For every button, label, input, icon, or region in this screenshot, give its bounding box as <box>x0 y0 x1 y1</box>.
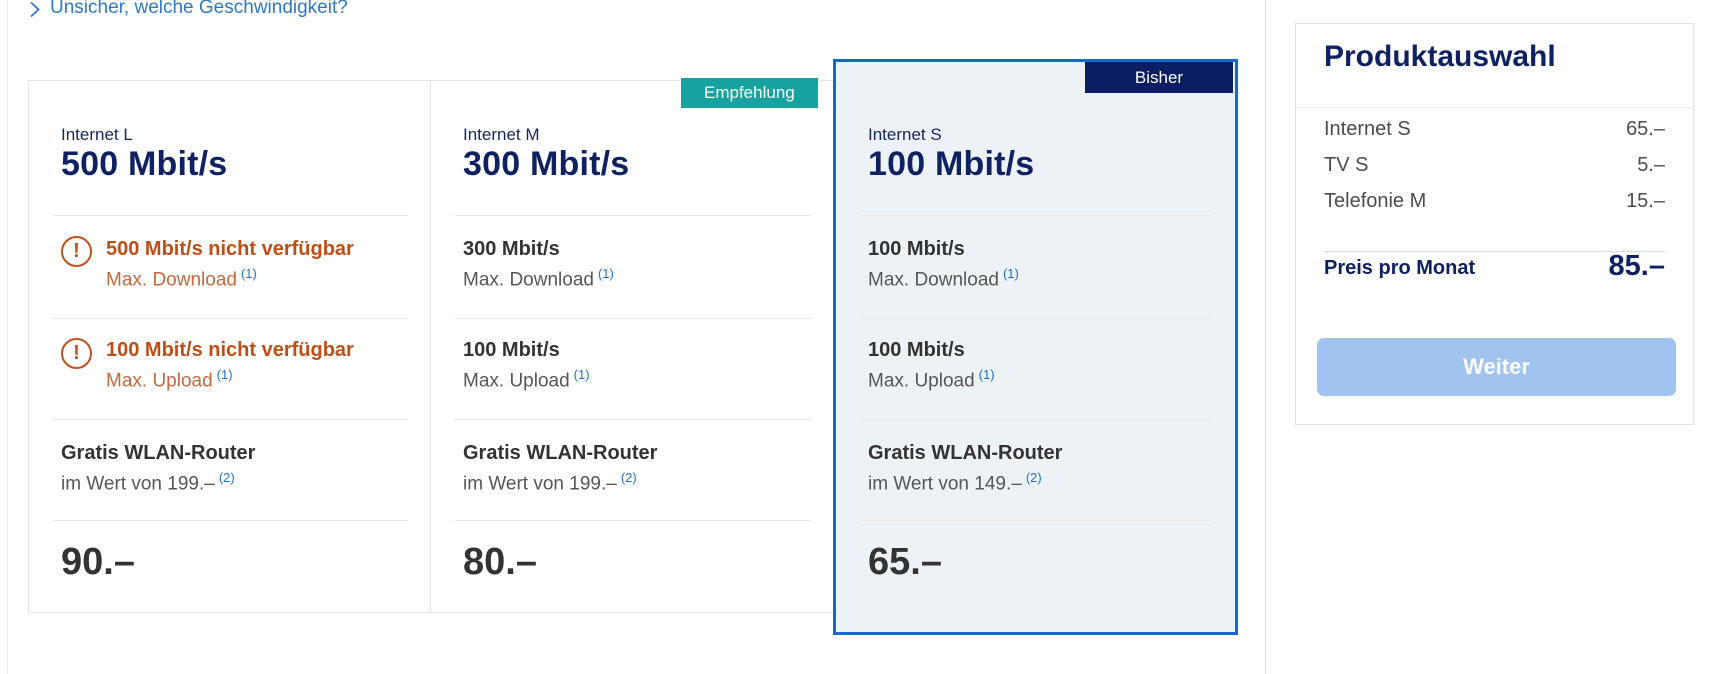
chevron-right-icon <box>30 1 40 17</box>
feature-title: 100 Mbit/s nicht verfügbar <box>106 339 354 361</box>
feature-subtitle: Max. Upload (1) <box>106 367 233 392</box>
weiter-button[interactable]: Weiter <box>1317 338 1676 396</box>
item-label: TV S <box>1324 154 1369 176</box>
speed-help-link[interactable]: Unsicher, welche Geschwindigkeit? <box>29 0 348 19</box>
divider <box>1296 107 1693 108</box>
feature-title: Gratis WLAN-Router <box>463 442 658 464</box>
feature-title: 100 Mbit/s <box>868 238 965 260</box>
item-label: Telefonie M <box>1324 190 1427 212</box>
footnote-link[interactable]: (2) <box>218 470 235 485</box>
plan-name: Internet S <box>868 125 942 144</box>
plan-name: Internet L <box>61 125 133 144</box>
summary-row: Internet S 65.– <box>1324 118 1665 142</box>
plan-name: Internet M <box>463 125 540 144</box>
footnote-link[interactable]: (1) <box>573 367 590 382</box>
warning-icon: ! <box>61 236 92 267</box>
item-price: 15.– <box>1626 190 1665 212</box>
feature-subtitle: Max. Download (1) <box>106 266 257 291</box>
feature-title: Gratis WLAN-Router <box>868 442 1063 464</box>
warning-icon: ! <box>61 338 92 369</box>
item-price: 65.– <box>1626 118 1665 140</box>
footnote-link[interactable]: (1) <box>597 266 614 281</box>
plan-price: 65.– <box>868 541 942 583</box>
divider <box>860 318 1213 319</box>
divider <box>53 520 408 521</box>
feature-subtitle: Max. Download (1) <box>463 266 614 291</box>
footnote-link[interactable]: (1) <box>240 266 257 281</box>
plan-speed: 300 Mbit/s <box>463 145 630 183</box>
footnote-link[interactable]: (1) <box>216 367 233 382</box>
feature-title: 100 Mbit/s <box>463 339 560 361</box>
speed-help-link-label: Unsicher, welche Geschwindigkeit? <box>50 0 348 18</box>
divider <box>860 419 1213 420</box>
divider <box>53 419 408 420</box>
item-label: Internet S <box>1324 118 1411 140</box>
summary-row: TV S 5.– <box>1324 154 1665 178</box>
total-price: 85.– <box>1608 250 1665 282</box>
summary-row: Telefonie M 15.– <box>1324 190 1665 214</box>
divider <box>455 318 811 319</box>
feature-subtitle: Max. Download (1) <box>868 266 1019 291</box>
plan-card-internet-m[interactable]: Internet M 300 Mbit/s 300 Mbit/s Max. Do… <box>430 80 834 613</box>
divider <box>53 215 408 216</box>
divider <box>860 215 1213 216</box>
feature-subtitle: im Wert von 199.– (2) <box>61 470 235 495</box>
feature-subtitle: im Wert von 149.– (2) <box>868 470 1042 495</box>
content-left-border <box>7 0 8 674</box>
divider <box>455 520 811 521</box>
divider <box>53 318 408 319</box>
footnote-link[interactable]: (2) <box>1025 470 1042 485</box>
divider <box>455 215 811 216</box>
feature-title: Gratis WLAN-Router <box>61 442 256 464</box>
feature-subtitle: Max. Upload (1) <box>868 367 995 392</box>
current-plan-badge: Bisher <box>1085 62 1233 93</box>
footnote-link[interactable]: (1) <box>978 367 995 382</box>
product-selection-panel: Produktauswahl Internet S 65.– TV S 5.– … <box>1295 23 1694 425</box>
feature-subtitle: im Wert von 199.– (2) <box>463 470 637 495</box>
feature-title: 300 Mbit/s <box>463 238 560 260</box>
plan-cards-row: Internet L 500 Mbit/s ! 500 Mbit/s nicht… <box>28 59 1238 635</box>
footnote-link[interactable]: (1) <box>1002 266 1019 281</box>
plan-card-internet-s-selected[interactable]: Bisher Internet S 100 Mbit/s 100 Mbit/s … <box>833 59 1238 635</box>
panel-title: Produktauswahl <box>1324 40 1556 73</box>
divider <box>860 520 1213 521</box>
content-right-divider <box>1265 0 1266 674</box>
total-label: Preis pro Monat <box>1324 257 1476 279</box>
plan-price: 80.– <box>463 541 537 583</box>
divider <box>1324 251 1665 252</box>
item-price: 5.– <box>1637 154 1665 176</box>
feature-title: 100 Mbit/s <box>868 339 965 361</box>
plan-price: 90.– <box>61 541 135 583</box>
divider <box>455 419 811 420</box>
plan-card-internet-l[interactable]: Internet L 500 Mbit/s ! 500 Mbit/s nicht… <box>28 80 431 613</box>
footnote-link[interactable]: (2) <box>620 470 637 485</box>
feature-title: 500 Mbit/s nicht verfügbar <box>106 238 354 260</box>
feature-subtitle: Max. Upload (1) <box>463 367 590 392</box>
plan-speed: 100 Mbit/s <box>868 145 1035 183</box>
recommendation-badge: Empfehlung <box>681 78 818 108</box>
plan-speed: 500 Mbit/s <box>61 145 228 183</box>
